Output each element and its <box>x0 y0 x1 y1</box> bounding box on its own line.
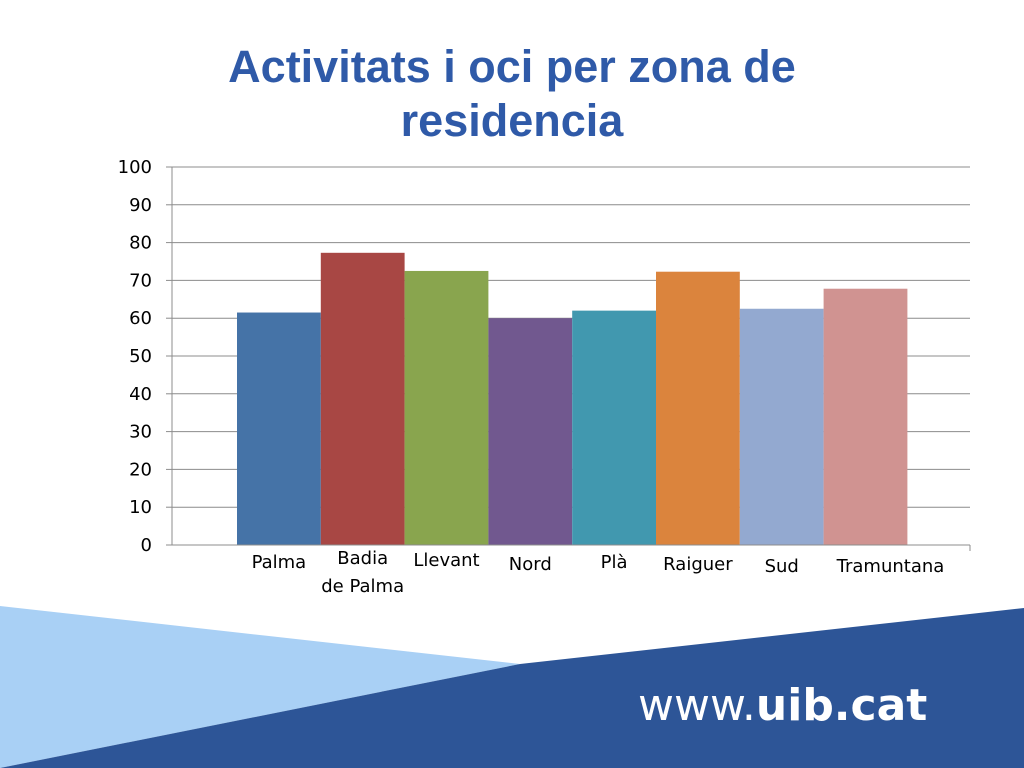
bar <box>320 252 405 545</box>
footer-url-prefix: www. <box>638 680 756 731</box>
axes <box>166 166 971 551</box>
y-tick-label: 10 <box>129 497 152 518</box>
bar <box>237 312 321 545</box>
x-tick-label: Raiguer <box>663 554 733 575</box>
y-tick-label: 20 <box>129 459 152 480</box>
x-tick-label: Sud <box>765 556 799 577</box>
x-tick-label: Palma <box>252 552 307 573</box>
footer-url-domain: uib.cat <box>755 680 928 731</box>
y-tick-label: 30 <box>129 422 152 443</box>
bar <box>823 288 908 545</box>
bar-chart: 0 10 20 30 40 50 60 70 80 90 100 Palma Badia de Palm… <box>118 157 971 597</box>
bars <box>237 252 908 545</box>
x-tick-labels: Palma Badia de Palma Llevant Nord Plà Raiguer S… <box>252 548 945 597</box>
footer-band <box>0 606 1024 768</box>
bar <box>488 318 573 545</box>
x-tick-label: de Palma <box>321 576 404 597</box>
y-tick-label: 50 <box>129 346 152 367</box>
y-tick-labels: 0 10 20 30 40 50 60 70 80 90 100 <box>118 157 152 556</box>
x-tick-label: Tramuntana <box>836 556 945 577</box>
y-tick-label: 90 <box>129 195 152 216</box>
x-tick-label: Nord <box>509 554 552 575</box>
bar <box>739 308 824 545</box>
bar <box>656 271 740 545</box>
y-tick-label: 70 <box>129 270 152 291</box>
y-tick-label: 100 <box>118 157 152 178</box>
footer-light-wave <box>0 606 520 768</box>
y-tick-label: 80 <box>129 233 152 254</box>
x-tick-label: Llevant <box>413 550 479 571</box>
y-tick-label: 60 <box>129 308 152 329</box>
x-tick-label: Plà <box>601 552 628 573</box>
chart-title: Activitats i oci per zona de residencia <box>228 41 796 146</box>
footer-dark-band <box>0 608 1024 768</box>
bar <box>572 310 656 545</box>
x-tick-label: Badia <box>337 548 388 569</box>
footer-url[interactable]: www.uib.cat <box>638 680 927 732</box>
y-tick-label: 0 <box>141 535 152 556</box>
y-tick-label: 40 <box>129 384 152 405</box>
bar <box>404 270 489 545</box>
